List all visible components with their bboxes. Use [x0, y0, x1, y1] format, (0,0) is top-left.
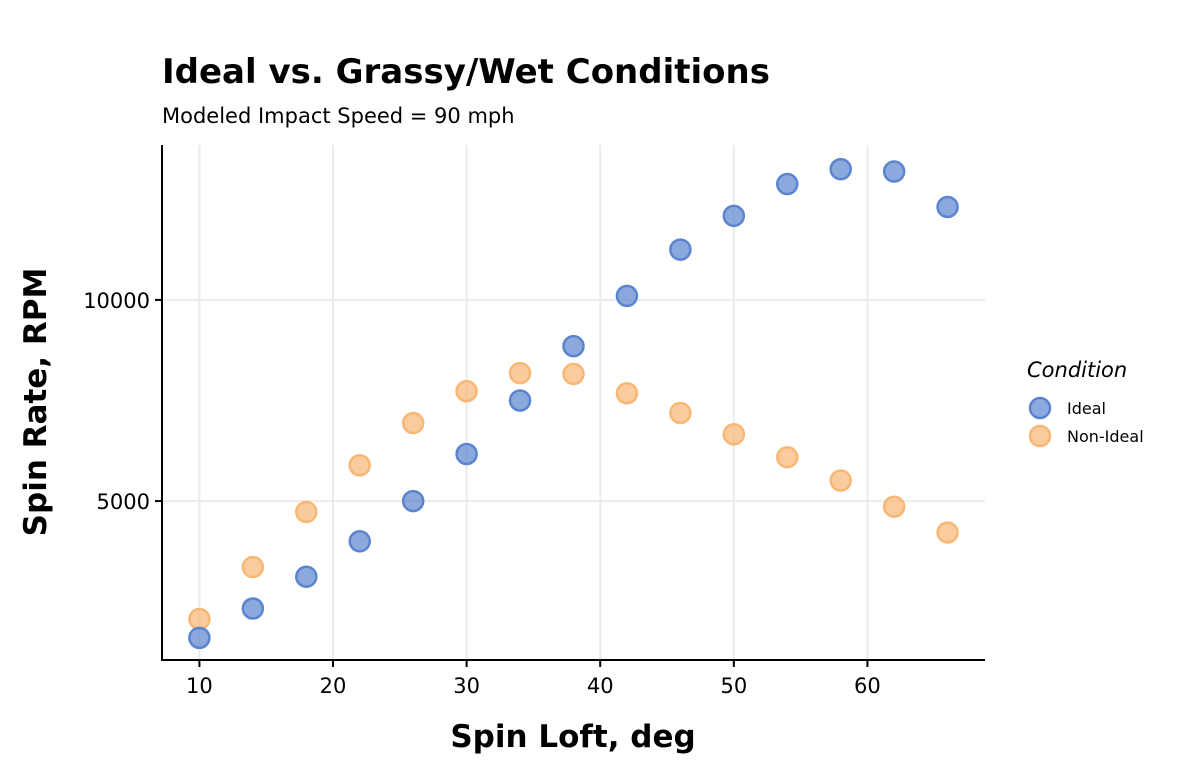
x-tick-label: 40 — [587, 674, 614, 698]
point-ideal — [882, 160, 906, 183]
point-ideal — [562, 334, 585, 358]
point-non-ideal — [829, 469, 852, 492]
chart-title: Ideal vs. Grassy/Wet Conditions — [162, 52, 770, 92]
tick-labels: 10 20 30 40 50 60 5000 10000 — [83, 289, 881, 698]
point-ideal — [295, 565, 318, 588]
point-ideal — [936, 195, 959, 219]
point-non-ideal — [562, 362, 585, 386]
y-axis-title: Spin Rate, RPM — [18, 268, 54, 537]
point-non-ideal — [882, 495, 906, 518]
x-tick-label: 20 — [320, 674, 347, 698]
legend-key-non-ideal — [1028, 424, 1052, 448]
point-ideal — [241, 597, 265, 620]
grid-lines — [162, 145, 985, 660]
point-ideal — [188, 626, 211, 650]
point-non-ideal — [776, 445, 799, 469]
point-ideal — [776, 172, 799, 196]
point-ideal — [722, 204, 746, 228]
point-ideal — [348, 530, 371, 553]
x-tick-label: 50 — [720, 674, 747, 698]
legend: Condition Ideal Non-Ideal — [1027, 358, 1144, 448]
point-ideal — [829, 157, 852, 181]
point-ideal — [669, 238, 692, 261]
axes — [155, 145, 985, 667]
x-axis-title: Spin Loft, deg — [450, 719, 695, 755]
chart-subtitle: Modeled Impact Speed = 90 mph — [162, 104, 515, 128]
x-tick-label: 30 — [453, 674, 480, 698]
point-non-ideal — [401, 411, 425, 435]
point-non-ideal — [455, 379, 478, 403]
legend-title: Condition — [1027, 358, 1127, 382]
point-non-ideal — [348, 454, 371, 477]
legend-key-ideal — [1028, 396, 1052, 420]
point-non-ideal — [295, 500, 318, 524]
point-non-ideal — [936, 521, 959, 544]
point-non-ideal — [615, 381, 639, 405]
y-tick-label: 5000 — [97, 490, 150, 514]
point-non-ideal — [241, 555, 265, 579]
point-non-ideal — [669, 401, 692, 425]
data-points — [188, 157, 959, 650]
x-tick-label: 60 — [854, 674, 881, 698]
point-ideal — [401, 489, 425, 513]
point-non-ideal — [188, 607, 211, 631]
legend-label-ideal: Ideal — [1067, 399, 1106, 418]
legend-label-non-ideal: Non-Ideal — [1067, 427, 1144, 446]
point-non-ideal — [722, 423, 746, 446]
point-ideal — [615, 284, 639, 308]
point-non-ideal — [508, 361, 532, 385]
point-ideal — [508, 389, 532, 412]
y-tick-label: 10000 — [83, 289, 150, 313]
point-ideal — [455, 442, 478, 466]
x-tick-label: 10 — [186, 674, 213, 698]
